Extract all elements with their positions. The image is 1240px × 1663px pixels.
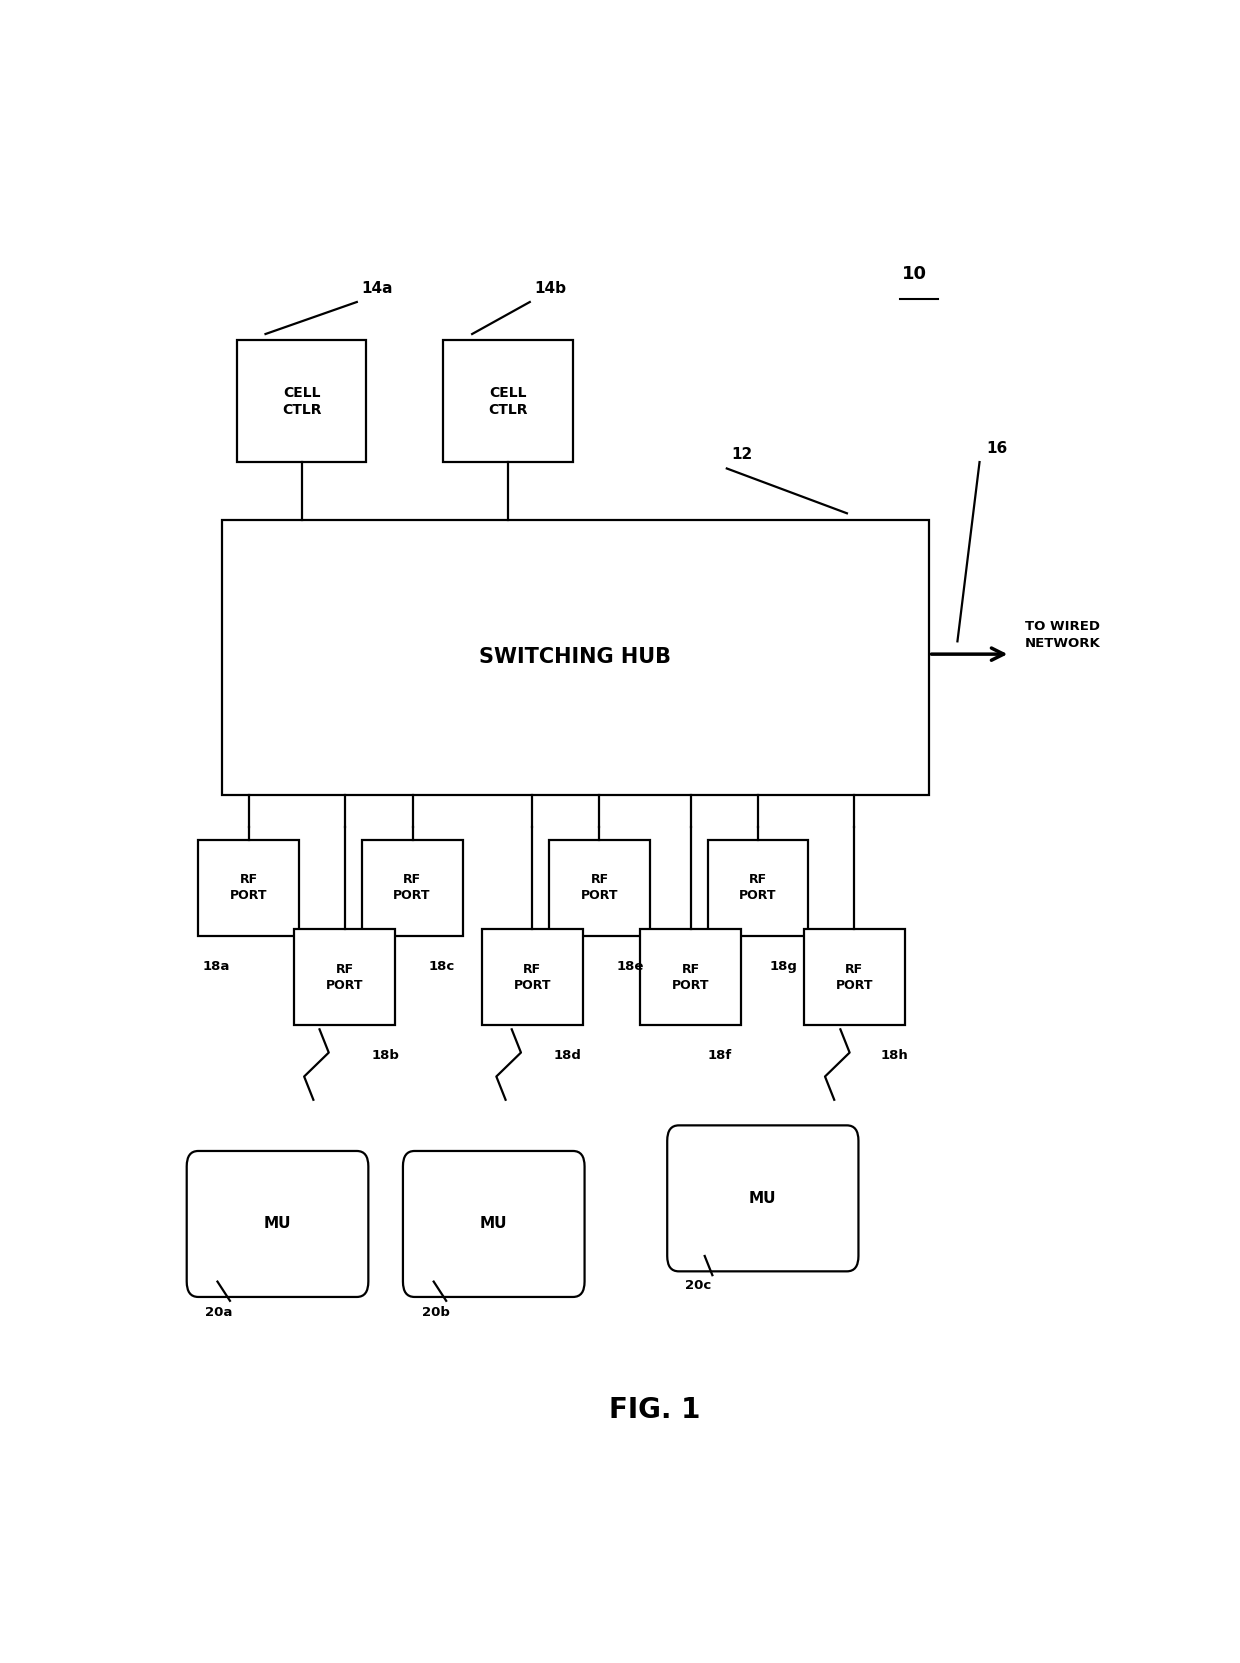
Text: CELL
CTLR: CELL CTLR [281,386,321,417]
Text: 18b: 18b [371,1049,399,1061]
Text: 20a: 20a [205,1305,232,1319]
Bar [362,840,463,936]
Text: TO WIRED
NETWORK: TO WIRED NETWORK [1024,620,1100,650]
Text: 18d: 18d [554,1049,582,1061]
Text: 20b: 20b [422,1305,450,1319]
Text: RF
PORT: RF PORT [326,963,363,991]
FancyBboxPatch shape [667,1126,858,1271]
Text: SWITCHING HUB: SWITCHING HUB [480,647,671,667]
Text: 18f: 18f [708,1049,732,1061]
Text: 18g: 18g [770,960,797,973]
Text: RF
PORT: RF PORT [580,873,619,903]
Text: RF
PORT: RF PORT [513,963,551,991]
Text: RF
PORT: RF PORT [672,963,709,991]
Text: MU: MU [480,1216,507,1232]
Bar [294,930,396,1026]
FancyBboxPatch shape [187,1151,368,1297]
Text: 10: 10 [901,264,926,283]
Text: RF
PORT: RF PORT [836,963,873,991]
Bar [640,930,742,1026]
Text: 18h: 18h [880,1049,909,1061]
Text: 12: 12 [732,447,753,462]
Text: FIG. 1: FIG. 1 [609,1395,701,1424]
Bar [549,840,650,936]
Text: MU: MU [264,1216,291,1232]
Text: 18c: 18c [429,960,455,973]
Text: RF
PORT: RF PORT [229,873,268,903]
Bar [804,930,905,1026]
Text: MU: MU [749,1191,776,1206]
Bar [444,341,573,462]
Text: 14b: 14b [534,281,567,296]
Text: 16: 16 [986,441,1008,456]
Text: 20c: 20c [686,1279,712,1292]
Text: 14a: 14a [362,281,393,296]
Bar [708,840,808,936]
Text: CELL
CTLR: CELL CTLR [489,386,528,417]
Text: RF
PORT: RF PORT [393,873,430,903]
Bar [222,519,929,795]
FancyBboxPatch shape [403,1151,584,1297]
Bar [481,930,583,1026]
Bar [237,341,367,462]
Text: RF
PORT: RF PORT [739,873,776,903]
Text: 18e: 18e [616,960,644,973]
Bar [198,840,299,936]
Text: 18a: 18a [203,960,231,973]
